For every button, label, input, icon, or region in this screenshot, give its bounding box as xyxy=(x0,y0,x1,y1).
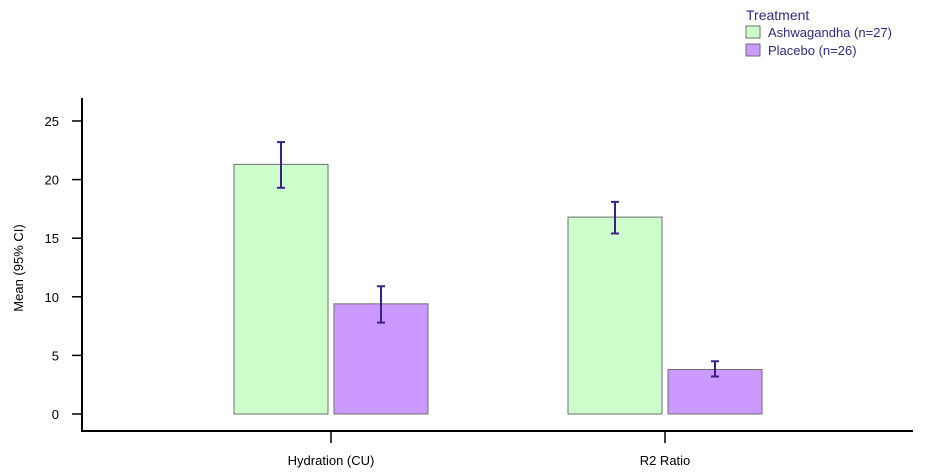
bars xyxy=(233,163,763,415)
legend-swatch-placebo xyxy=(745,43,761,57)
y-tick-label: 20 xyxy=(45,173,59,188)
legend-label-placebo: Placebo (n=26) xyxy=(768,43,857,58)
error-bars xyxy=(277,141,719,378)
legend-swatch-ashwagandha xyxy=(745,25,761,39)
x-ticks: Hydration (CU) R2 Ratio xyxy=(288,431,691,468)
y-axis-title: Mean (95% CI) xyxy=(11,224,26,311)
bar-ashwagandha-1 xyxy=(567,216,663,415)
legend-label-ashwagandha: Ashwagandha (n=27) xyxy=(768,25,892,40)
x-tick-label: Hydration (CU) xyxy=(288,453,375,468)
y-tick-label: 15 xyxy=(45,231,59,246)
bar-ashwagandha-0 xyxy=(233,163,329,415)
y-tick-label: 25 xyxy=(45,114,59,129)
legend: Treatment Ashwagandha (n=27) Placebo (n=… xyxy=(745,7,892,58)
y-ticks: 0 5 10 15 20 25 xyxy=(45,114,82,422)
y-tick-label: 0 xyxy=(52,407,59,422)
legend-title: Treatment xyxy=(746,7,809,23)
y-tick-label: 10 xyxy=(45,290,59,305)
y-tick-label: 5 xyxy=(52,348,59,363)
x-tick-label: R2 Ratio xyxy=(640,453,691,468)
